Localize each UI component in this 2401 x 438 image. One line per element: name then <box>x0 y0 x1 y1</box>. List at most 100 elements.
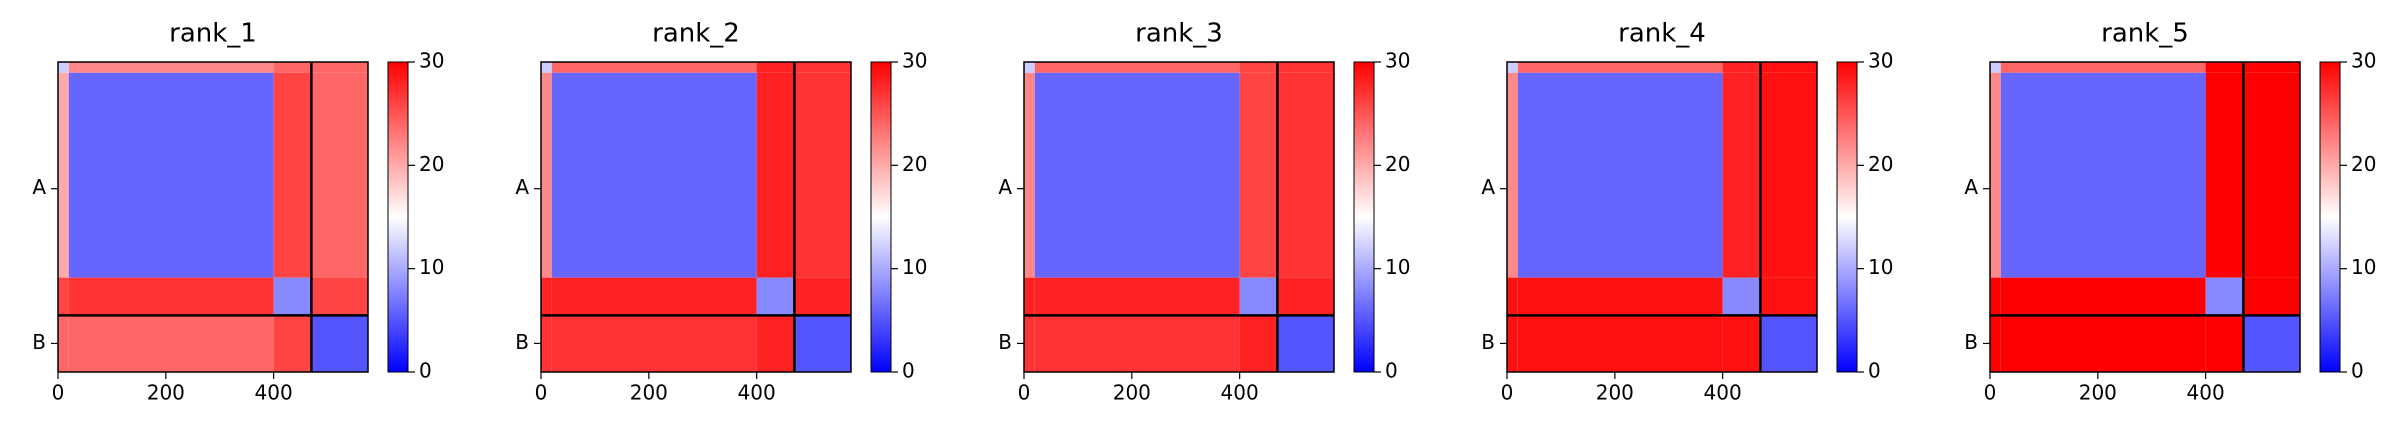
heatmap-cell <box>1722 62 1761 73</box>
heatmap-cell <box>2243 277 2300 316</box>
heatmap-cell <box>1277 277 1334 316</box>
colorbar-tick-label: 0 <box>1385 359 1398 383</box>
y-tick-label: B <box>998 330 1012 354</box>
y-tick-label: A <box>998 175 1012 199</box>
colorbar <box>387 61 409 373</box>
heatmap-cell <box>1034 62 1240 73</box>
panel-title: rank_4 <box>1618 19 1706 49</box>
x-tick-label: 0 <box>1018 381 1031 405</box>
heatmap-cell <box>1517 277 1723 316</box>
heatmap-cell <box>1024 72 1035 278</box>
heatmap-cell <box>273 72 312 278</box>
colorbar-tick-label: 20 <box>419 152 444 176</box>
heatmap-cell <box>2205 315 2244 372</box>
heatmap-cell <box>1722 277 1761 316</box>
panel: rank_2 0 200 400 A B 0 10 20 30 <box>515 19 927 405</box>
plot-frame <box>57 61 369 373</box>
colorbar-tick-label: 30 <box>902 49 927 73</box>
x-tick-label: 400 <box>738 381 776 405</box>
heatmap-cell <box>1277 62 1334 73</box>
heatmap-cell <box>58 315 69 372</box>
heatmap-cell <box>794 277 851 316</box>
colorbar-tick-label: 10 <box>2351 255 2376 279</box>
heatmap-cell <box>68 62 274 73</box>
heatmap-cell <box>2000 72 2206 278</box>
colorbar-tick-label: 0 <box>902 359 915 383</box>
x-tick-label: 400 <box>255 381 293 405</box>
heatmap-cell <box>756 62 795 73</box>
y-tick-label: A <box>32 175 46 199</box>
heatmap-cell <box>1239 315 1278 372</box>
heatmap-cell <box>2243 72 2300 278</box>
x-tick-label: 400 <box>1221 381 1259 405</box>
heatmap-cell <box>1760 72 1817 278</box>
heatmap-cell <box>273 277 312 316</box>
colorbar-tick-label: 30 <box>419 49 444 73</box>
x-tick-label: 0 <box>1501 381 1514 405</box>
heatmap-cell <box>756 277 795 316</box>
heatmap-cell <box>1517 72 1723 278</box>
heatmap-cell <box>541 72 552 278</box>
panel: rank_1 0 200 400 A B 0 10 20 30 <box>32 19 444 405</box>
plot-frame <box>1506 61 1818 373</box>
heatmap-cell <box>794 72 851 278</box>
heatmap-cell <box>68 277 274 316</box>
y-tick-label: A <box>515 175 529 199</box>
heatmap-cell <box>1990 277 2001 316</box>
heatmap-cell <box>794 315 851 372</box>
heatmap-cell <box>551 72 757 278</box>
heatmap-cell <box>1507 315 1518 372</box>
heatmap-cell <box>1024 277 1035 316</box>
heatmap-cell <box>1024 62 1035 73</box>
panel-title: rank_2 <box>652 19 740 49</box>
heatmap-cell <box>1517 315 1723 372</box>
heatmap-cell <box>2205 62 2244 73</box>
heatmap-cell <box>756 72 795 278</box>
heatmap-cell <box>1034 277 1240 316</box>
heatmap-cell <box>1239 72 1278 278</box>
heatmap-cell <box>551 62 757 73</box>
colorbar <box>1353 61 1375 373</box>
y-tick-label: A <box>1481 175 1495 199</box>
heatmap-cell <box>1517 62 1723 73</box>
heatmap-cell <box>1024 315 1035 372</box>
heatmap-cell <box>58 277 69 316</box>
heatmap-cell <box>1990 72 2001 278</box>
heatmap-cell <box>311 62 368 73</box>
colorbar-tick-label: 30 <box>2351 49 2376 73</box>
colorbar-tick-label: 0 <box>2351 359 2364 383</box>
y-tick-label: B <box>1964 330 1978 354</box>
heatmap-cell <box>541 277 552 316</box>
colorbar-tick-label: 10 <box>1385 255 1410 279</box>
heatmap-cell <box>1760 315 1817 372</box>
x-tick-label: 200 <box>147 381 185 405</box>
x-tick-label: 400 <box>1704 381 1742 405</box>
plot-frame <box>1989 61 2301 373</box>
panel-title: rank_5 <box>2101 19 2189 49</box>
y-tick-label: B <box>32 330 46 354</box>
heatmap-cell <box>311 315 368 372</box>
panel: rank_5 0 200 400 A B 0 10 20 30 <box>1964 19 2376 405</box>
heatmap-cell <box>1277 72 1334 278</box>
colorbar <box>1836 61 1858 373</box>
y-tick-label: B <box>515 330 529 354</box>
x-tick-label: 0 <box>535 381 548 405</box>
plot-frame <box>540 61 852 373</box>
heatmap-cell <box>1722 315 1761 372</box>
heatmap-cell <box>58 62 69 73</box>
colorbar-tick-label: 20 <box>902 152 927 176</box>
heatmap-cell <box>1034 72 1240 278</box>
heatmap-cell <box>1990 315 2001 372</box>
y-tick-label: B <box>1481 330 1495 354</box>
heatmap-cell <box>2205 72 2244 278</box>
colorbar-tick-label: 30 <box>1385 49 1410 73</box>
heatmap-cell <box>1507 277 1518 316</box>
x-tick-label: 200 <box>1113 381 1151 405</box>
heatmap-cell <box>2243 315 2300 372</box>
heatmap-cell <box>551 315 757 372</box>
heatmap-cell <box>1277 315 1334 372</box>
heatmap-cell <box>794 62 851 73</box>
heatmap-cell <box>311 277 368 316</box>
plot-frame <box>1023 61 1335 373</box>
